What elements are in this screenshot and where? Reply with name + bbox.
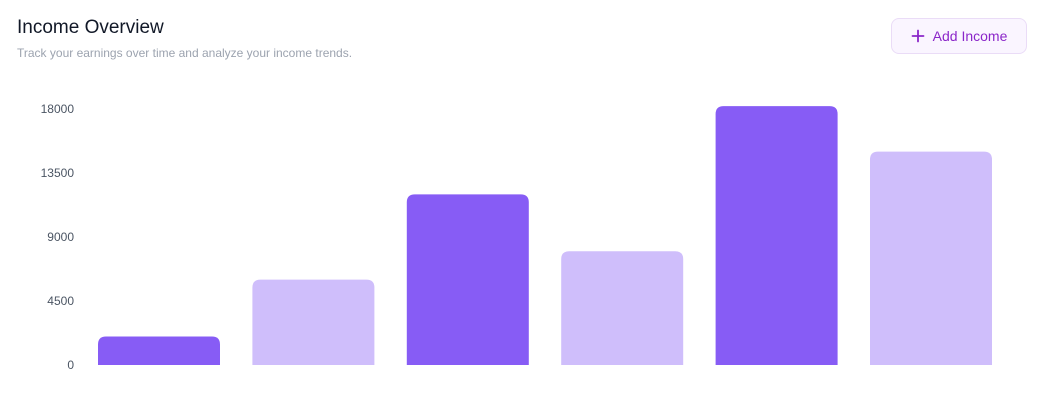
page-subtitle: Track your earnings over time and analyz… — [17, 46, 353, 60]
add-income-button[interactable]: Add Income — [891, 18, 1027, 54]
y-tick-label: 0 — [67, 358, 74, 372]
income-bar[interactable] — [98, 336, 220, 365]
income-bar[interactable] — [715, 106, 838, 366]
header: Income Overview Track your earnings over… — [17, 16, 352, 61]
y-tick-label: 18000 — [41, 102, 75, 116]
income-bar[interactable] — [870, 151, 992, 365]
income-bar[interactable] — [561, 251, 684, 365]
page-title: Income Overview — [17, 17, 164, 38]
bars — [98, 106, 992, 366]
y-tick-label: 13500 — [41, 166, 75, 180]
income-bar[interactable] — [406, 194, 529, 365]
plus-icon — [911, 29, 925, 43]
income-bar[interactable] — [252, 279, 375, 365]
y-axis: 0 4500 9000 13500 18000 — [41, 102, 75, 372]
y-tick-label: 4500 — [47, 294, 74, 308]
add-income-label: Add Income — [932, 28, 1008, 44]
y-tick-label: 9000 — [47, 230, 74, 244]
